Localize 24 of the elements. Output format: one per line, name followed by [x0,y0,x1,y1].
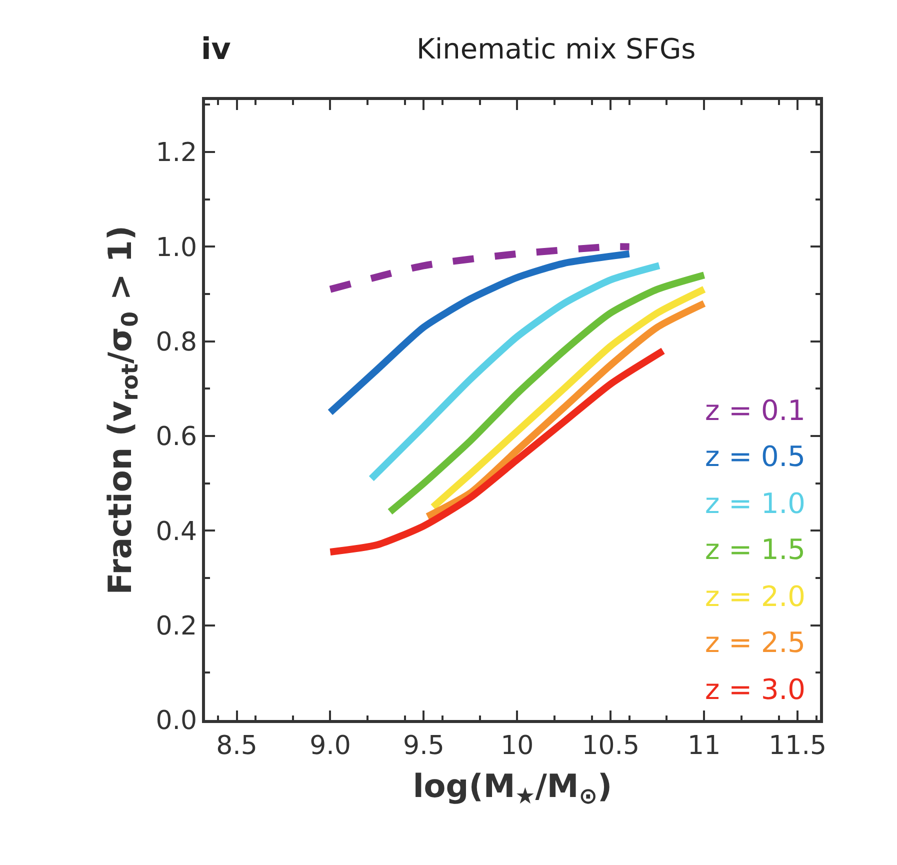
y-tick-label: 1.0 [156,232,198,263]
x-tick-label: 11.5 [768,730,827,761]
text: z = 0.1 [705,394,806,427]
text: z = 2.0 [705,580,806,613]
y-tick-label: 0.0 [156,706,198,736]
y-tick-label: 0.4 [156,516,198,547]
y-tick-label: 0.8 [156,327,198,358]
x-tick-label: 10 [500,730,534,761]
chart-title: Kinematic mix SFGs [416,32,696,66]
text: z = 3.0 [705,673,806,706]
x-tick-label: 11 [688,730,721,761]
x-tick-label: 10.5 [582,730,640,761]
y-tick-label: 0.6 [156,422,198,452]
text: z = 1.0 [705,487,806,520]
x-tick-label: 9.0 [310,730,351,761]
y-tick-label: 1.2 [156,138,198,168]
x-tick-label: 9.5 [403,730,444,761]
text: z = 1.5 [705,533,806,566]
y-tick-label: 0.2 [156,611,198,642]
x-tick-label: 8.5 [216,730,258,761]
x-axis-title: log(M$_{★}$/M$_{⊙}$) [412,766,612,810]
text: z = 2.5 [705,626,806,659]
text: iv [201,32,232,67]
text: z = 0.5 [705,440,806,473]
